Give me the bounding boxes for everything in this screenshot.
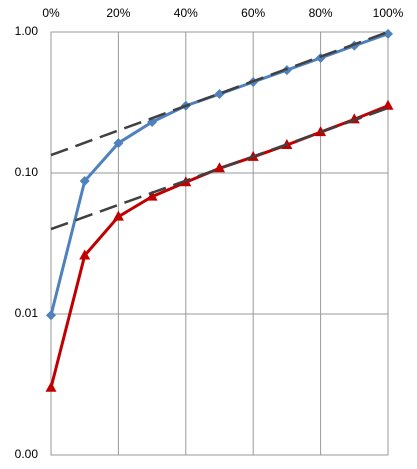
point <box>79 249 91 260</box>
x-tick-label: 100% <box>373 6 404 20</box>
point <box>214 89 225 100</box>
x-tick-label: 40% <box>174 6 198 20</box>
y-tick-label: 0.00 <box>15 447 39 461</box>
y-tick-label: 0.10 <box>15 165 39 179</box>
point <box>113 138 124 149</box>
x-tick-label: 60% <box>241 6 265 20</box>
trend-line <box>50 30 389 157</box>
x-tick-label: 0% <box>42 6 60 20</box>
point <box>79 176 90 187</box>
point <box>383 28 393 39</box>
trend-line <box>50 106 389 231</box>
point <box>46 310 56 321</box>
point <box>146 190 158 201</box>
x-tick-label: 80% <box>309 6 333 20</box>
x-tick-label: 20% <box>106 6 130 20</box>
point <box>382 99 394 110</box>
series-line <box>49 104 389 389</box>
y-tick-label: 0.01 <box>15 306 39 320</box>
point <box>214 162 225 173</box>
plot-border <box>50 31 389 456</box>
point <box>45 381 57 392</box>
y-tick-label: 1.00 <box>15 24 39 38</box>
point <box>112 210 124 221</box>
series-line <box>49 32 389 316</box>
